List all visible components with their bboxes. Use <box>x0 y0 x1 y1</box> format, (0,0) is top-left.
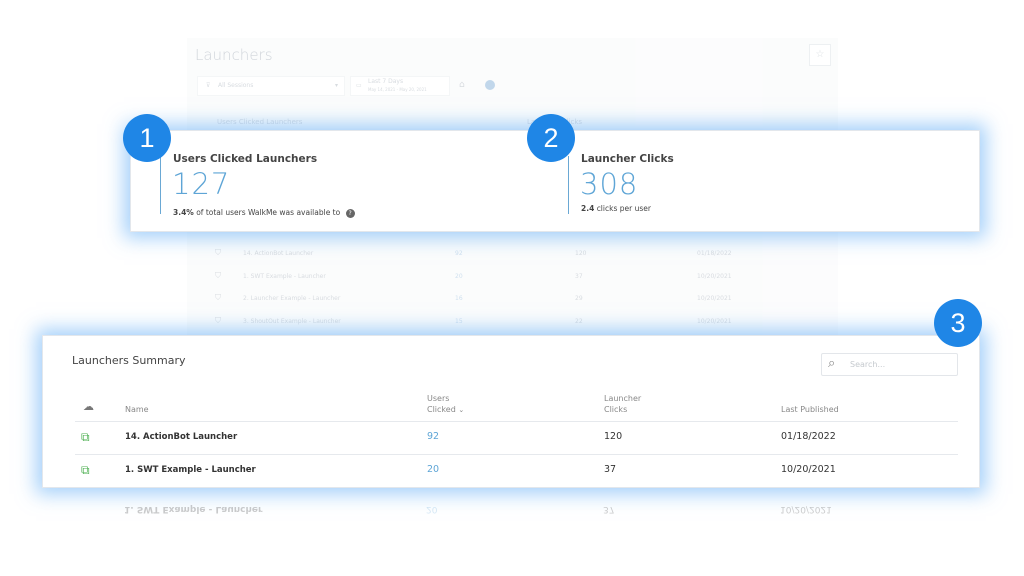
row-name[interactable]: 14. ActionBot Launcher <box>125 432 238 442</box>
header-line: Clicks <box>604 405 628 414</box>
bg-row-clicks: 29 <box>575 295 583 302</box>
row-launcher-clicks: 37 <box>604 463 617 475</box>
bg-row-clicks: 120 <box>575 250 587 257</box>
row-users-clicked[interactable]: 20 <box>427 463 440 475</box>
kpi-sub-launcher-clicks: 2.4 clicks per user <box>581 204 651 213</box>
summary-title: Launchers Summary <box>72 354 186 367</box>
search-input[interactable]: ⌕ Search... <box>821 353 958 376</box>
bg-row-users: 15 <box>455 317 463 325</box>
bg-row-users: 16 <box>455 295 463 302</box>
calendar-icon: ▭ <box>356 82 362 89</box>
session-filter[interactable]: ⊽ All Sessions ▾ <box>197 76 345 96</box>
kpi-sub-text: of total users WalkMe was available to <box>196 208 341 217</box>
kpi-divider <box>160 156 161 214</box>
kpi-sub-text: clicks per user <box>596 204 651 213</box>
row-launcher-clicks: 120 <box>604 431 623 442</box>
kpi-divider <box>568 156 569 214</box>
bg-row-users: 20 <box>455 272 463 280</box>
callout-badge-1: 1 <box>123 114 171 162</box>
header-line: Launcher <box>604 394 642 403</box>
page-title: Launchers <box>195 46 273 64</box>
table-row[interactable]: ⧉ 1. SWT Example - Launcher 20 37 10/20/… <box>43 463 981 483</box>
bg-row-date: 10/20/2021 <box>697 317 732 325</box>
bg-table-row: ⛉ 14. ActionBot Launcher 92 120 01/18/20… <box>187 248 838 262</box>
kpi-value-users-clicked: 127 <box>172 167 231 201</box>
reflection-name: 1. SWT Example - Launcher <box>124 504 263 514</box>
launchers-summary-card: Launchers Summary ⌕ Search... ☁ Name Use… <box>42 335 980 488</box>
bg-row-date: 10/20/2021 <box>697 295 732 302</box>
session-filter-label: All Sessions <box>218 82 254 89</box>
column-header-last-published[interactable]: Last Published <box>781 405 839 414</box>
bg-table-row: ⛉ 3. ShoutOut Example - Launcher 15 22 1… <box>187 316 838 330</box>
bg-row-name: 1. SWT Example - Launcher <box>243 272 326 280</box>
date-range-sub: May 14, 2021 - May 20, 2021 <box>368 87 427 92</box>
bg-row-name: 3. ShoutOut Example - Launcher <box>243 317 341 325</box>
tag-icon[interactable]: ⌂ <box>459 80 465 90</box>
column-header-users-clicked[interactable]: Users Clicked ⌄ <box>427 393 464 416</box>
bg-row-clicks: 37 <box>575 272 583 280</box>
sort-desc-icon: ⌄ <box>458 406 465 414</box>
kpi-sub-users-clicked: 3.4% of total users WalkMe was available… <box>173 208 355 218</box>
launcher-icon: ⧉ <box>81 430 90 444</box>
launcher-icon: ⛉ <box>215 248 221 257</box>
bg-row-date: 01/18/2022 <box>697 250 732 257</box>
bg-row-date: 10/20/2021 <box>697 272 732 280</box>
bg-row-users: 92 <box>455 250 463 257</box>
bg-table-row: ⛉ 2. Launcher Example - Launcher 16 29 1… <box>187 293 838 307</box>
chevron-down-icon: ▾ <box>334 82 338 89</box>
date-range-label: Last 7 Days <box>368 78 404 85</box>
bg-row-clicks: 22 <box>575 317 583 325</box>
help-icon[interactable]: ? <box>345 209 355 218</box>
row-last-published: 01/18/2022 <box>781 431 836 442</box>
row-users-clicked[interactable]: 92 <box>427 431 440 442</box>
reflection-date: 10/20/2021 <box>780 504 832 514</box>
header-line: Users <box>427 394 450 403</box>
bg-kpi-label: Users Clicked Launchers <box>217 118 303 126</box>
launcher-icon: ⛉ <box>215 270 221 280</box>
launcher-icon: ⛉ <box>215 315 221 325</box>
row-last-published: 10/20/2021 <box>781 463 836 475</box>
callout-badge-2: 2 <box>527 114 575 162</box>
kpi-title-users-clicked: Users Clicked Launchers <box>173 153 318 165</box>
divider <box>75 421 958 422</box>
table-row[interactable]: ⧉ 14. ActionBot Launcher 92 120 01/18/20… <box>43 430 981 450</box>
bg-row-name: 14. ActionBot Launcher <box>243 250 314 257</box>
help-icon[interactable] <box>485 80 495 90</box>
kpi-title-launcher-clicks: Launcher Clicks <box>581 153 674 165</box>
date-range-picker[interactable]: ▭ Last 7 Days May 14, 2021 - May 20, 202… <box>350 76 450 96</box>
kpi-sub-bold: 2.4 <box>581 204 595 213</box>
kpi-value-launcher-clicks: 308 <box>580 167 639 201</box>
callout-badge-3: 3 <box>934 299 982 347</box>
search-icon: ⌕ <box>828 356 836 371</box>
header-line: Clicked <box>427 405 456 414</box>
column-header-name[interactable]: Name <box>125 405 149 414</box>
divider <box>75 454 958 455</box>
cloud-icon: ☁ <box>83 400 94 413</box>
launcher-icon: ⛉ <box>215 293 221 302</box>
star-button[interactable]: ☆ <box>809 44 831 66</box>
kpi-sub-bold: 3.4% <box>173 208 194 217</box>
search-placeholder: Search... <box>850 360 886 369</box>
reflection-row: 1. SWT Example - Launcher 20 37 10/20/20… <box>78 500 832 514</box>
column-header-launcher-clicks[interactable]: Launcher Clicks <box>604 393 641 415</box>
reflection-users: 20 <box>426 504 438 514</box>
launcher-icon: ⧉ <box>81 462 90 477</box>
reflection-clicks: 37 <box>603 504 615 514</box>
bg-table-row: ⛉ 1. SWT Example - Launcher 20 37 10/20/… <box>187 271 838 285</box>
row-name[interactable]: 1. SWT Example - Launcher <box>125 464 256 475</box>
bg-row-name: 2. Launcher Example - Launcher <box>243 295 341 302</box>
